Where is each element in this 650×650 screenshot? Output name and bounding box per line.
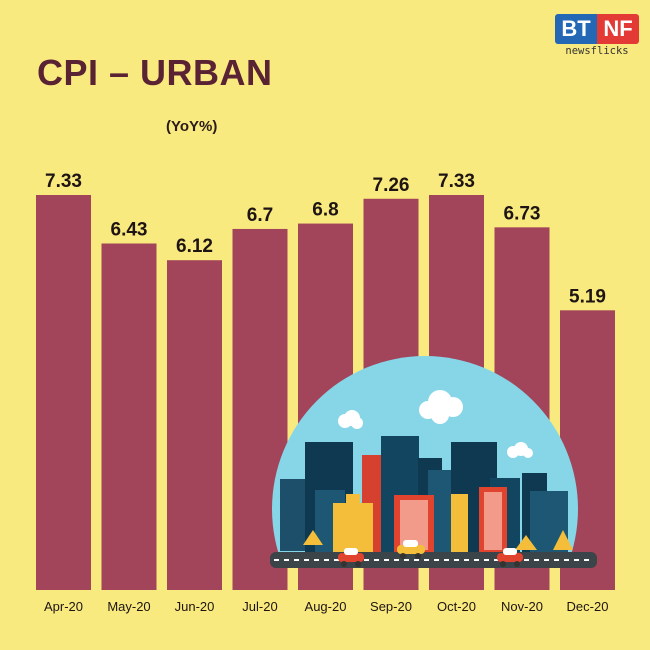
chart-title: CPI – URBAN [37, 52, 273, 93]
buildings [280, 436, 573, 552]
car-icon [497, 548, 523, 567]
bar-Jun-20 [167, 260, 222, 590]
value-label: 6.8 [312, 200, 338, 221]
x-tick-label: Jul-20 [242, 599, 277, 614]
value-label: 5.19 [569, 286, 606, 307]
logo-tagline: newsflicks [565, 45, 629, 57]
bar-May-20 [101, 243, 157, 590]
value-label: 7.33 [45, 171, 82, 192]
logo-bt: BT [555, 14, 597, 44]
bar-Apr-20 [36, 195, 91, 590]
chart-unit-label: (YoY%) [166, 118, 218, 135]
taxi-icon [397, 540, 425, 559]
value-label: 6.7 [247, 205, 273, 226]
city-illustration [270, 356, 597, 568]
value-label: 7.26 [373, 175, 410, 196]
value-label: 6.43 [111, 219, 148, 240]
value-label: 7.33 [438, 171, 475, 192]
x-tick-label: Nov-20 [501, 599, 543, 614]
logo-nf: NF [597, 14, 639, 44]
x-tick-label: Sep-20 [370, 599, 412, 614]
bt-newsflicks-logo: BT NF newsflicks [555, 14, 639, 57]
x-tick-label: May-20 [107, 599, 150, 614]
cloud-icon [338, 390, 533, 458]
x-tick-label: Oct-20 [437, 599, 476, 614]
x-tick-label: Jun-20 [175, 599, 215, 614]
x-tick-label: Apr-20 [44, 599, 83, 614]
value-label: 6.12 [176, 236, 213, 257]
car-icon [338, 548, 364, 567]
x-tick-label: Dec-20 [567, 599, 609, 614]
value-label: 6.73 [504, 203, 541, 224]
x-tick-label: Aug-20 [305, 599, 347, 614]
